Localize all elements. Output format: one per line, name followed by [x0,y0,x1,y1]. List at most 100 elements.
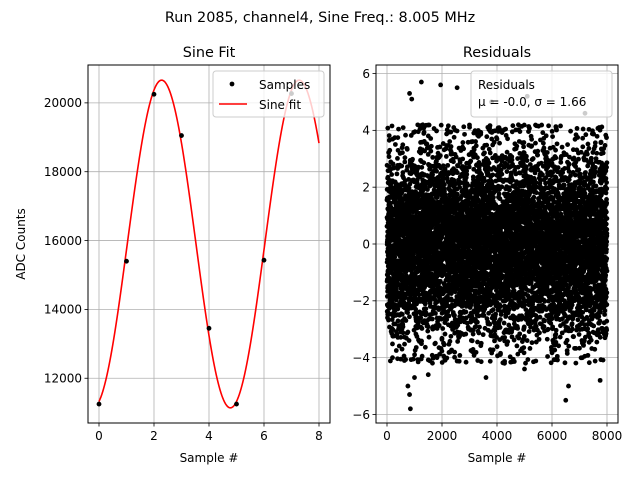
residual-point [451,134,457,140]
residual-point [475,155,480,161]
residual-point [400,125,406,131]
residual-point [462,131,467,137]
residual-point [396,343,402,349]
residual-point [478,130,484,135]
residual-point [419,353,425,359]
sine-fit-line [98,79,320,409]
sample-point [151,91,157,97]
residual-point [457,160,463,165]
residual-point [425,328,431,334]
residual-point [486,160,492,166]
residual-point [516,335,522,341]
residual-point [418,315,424,321]
residual-point [428,136,434,141]
residual-point [387,147,393,153]
residual-point [389,123,395,129]
residual-point [473,139,478,144]
sine-fit-x-tick-label: 2 [150,429,158,443]
residual-point [422,301,428,307]
residual-point [487,150,493,156]
residual-point [404,164,410,170]
residual-point [487,321,493,327]
residual-point [514,143,520,149]
residual-point [511,337,517,343]
residual-point [436,307,442,312]
residual-point [505,136,510,142]
residual-point [444,355,450,361]
residual-point [511,359,517,364]
residual-point [412,352,417,358]
residual-point [421,160,427,166]
residual-point [441,182,447,187]
residual-point [392,142,398,147]
sine-fit-plot-area [96,79,320,409]
residual-point [476,330,482,336]
sine-fit-title: Sine Fit [183,45,236,61]
residual-point [453,154,459,160]
residual-point [448,144,454,149]
residual-point [406,338,412,343]
residual-point [490,172,496,178]
sample-point [261,257,267,263]
residual-point [403,357,409,362]
residual-point [399,163,405,169]
residual-point [395,306,401,312]
residuals-plot-area [384,79,610,412]
residual-point [447,338,453,344]
residual-point [400,142,406,148]
residual-point [413,345,419,350]
residual-point [399,346,405,352]
residual-point [455,163,461,169]
residual-point [507,187,512,193]
residual-point [406,185,412,191]
residual-point [395,318,401,324]
residual-point [474,319,480,325]
residual-point [446,171,452,177]
residual-point [398,334,404,340]
residual-point [433,310,438,316]
residual-point [395,135,401,140]
residual-point [484,134,490,140]
residual-point [434,128,439,134]
residual-point [436,323,442,329]
residual-point [496,191,502,197]
legend-samples-marker [229,81,235,87]
residual-point [473,143,479,149]
residual-point [407,314,412,320]
residual-point [390,161,396,167]
residual-point [452,349,458,355]
residual-point [484,142,490,148]
sine-fit-x-tick-label: 6 [260,429,268,443]
sine-fit-legend: Samples Sine fit [212,70,325,118]
residual-point [502,358,508,364]
residual-point [434,355,440,361]
residual-point [487,123,493,129]
legend-sine-fit-label: Sine fit [259,98,301,112]
residual-point [477,324,482,330]
figure-suptitle: Run 2085, channel4, Sine Freq.: 8.005 MH… [165,10,475,26]
residual-point [455,339,461,344]
residual-point [410,156,415,162]
residual-point [501,320,507,326]
residual-point [438,122,444,128]
residual-point [497,140,502,146]
residual-point [419,338,424,344]
residual-point [437,278,443,284]
sine-fit-y-tick-label: 16000 [44,234,82,248]
sine-fit-y-tick-label: 14000 [44,303,82,317]
residual-point [392,321,398,327]
residual-point [464,172,470,177]
residual-point [425,187,430,192]
residual-point [412,129,418,135]
residual-point [434,168,439,174]
residual-point [422,344,428,350]
residual-point [404,146,410,152]
residual-point [510,123,516,129]
residual-point [405,329,411,335]
residual-point [452,354,457,360]
residual-point [400,330,406,336]
sine-fit-grid [88,65,330,423]
sine-fit-legend-frame [212,70,325,118]
residual-point [428,143,434,149]
